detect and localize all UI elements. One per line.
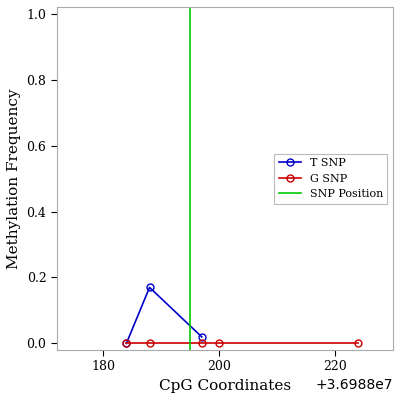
Line: G SNP: G SNP <box>123 340 362 347</box>
T SNP <box>147 285 152 290</box>
Line: T SNP: T SNP <box>123 284 205 347</box>
Legend: T SNP, G SNP, SNP Position: T SNP, G SNP, SNP Position <box>274 154 388 204</box>
G SNP <box>124 341 129 346</box>
G SNP <box>356 341 361 346</box>
X-axis label: CpG Coordinates: CpG Coordinates <box>159 379 291 393</box>
T SNP <box>199 334 204 339</box>
T SNP <box>124 341 129 346</box>
G SNP <box>199 341 204 346</box>
G SNP <box>147 341 152 346</box>
Y-axis label: Methylation Frequency: Methylation Frequency <box>7 88 21 269</box>
G SNP <box>217 341 222 346</box>
